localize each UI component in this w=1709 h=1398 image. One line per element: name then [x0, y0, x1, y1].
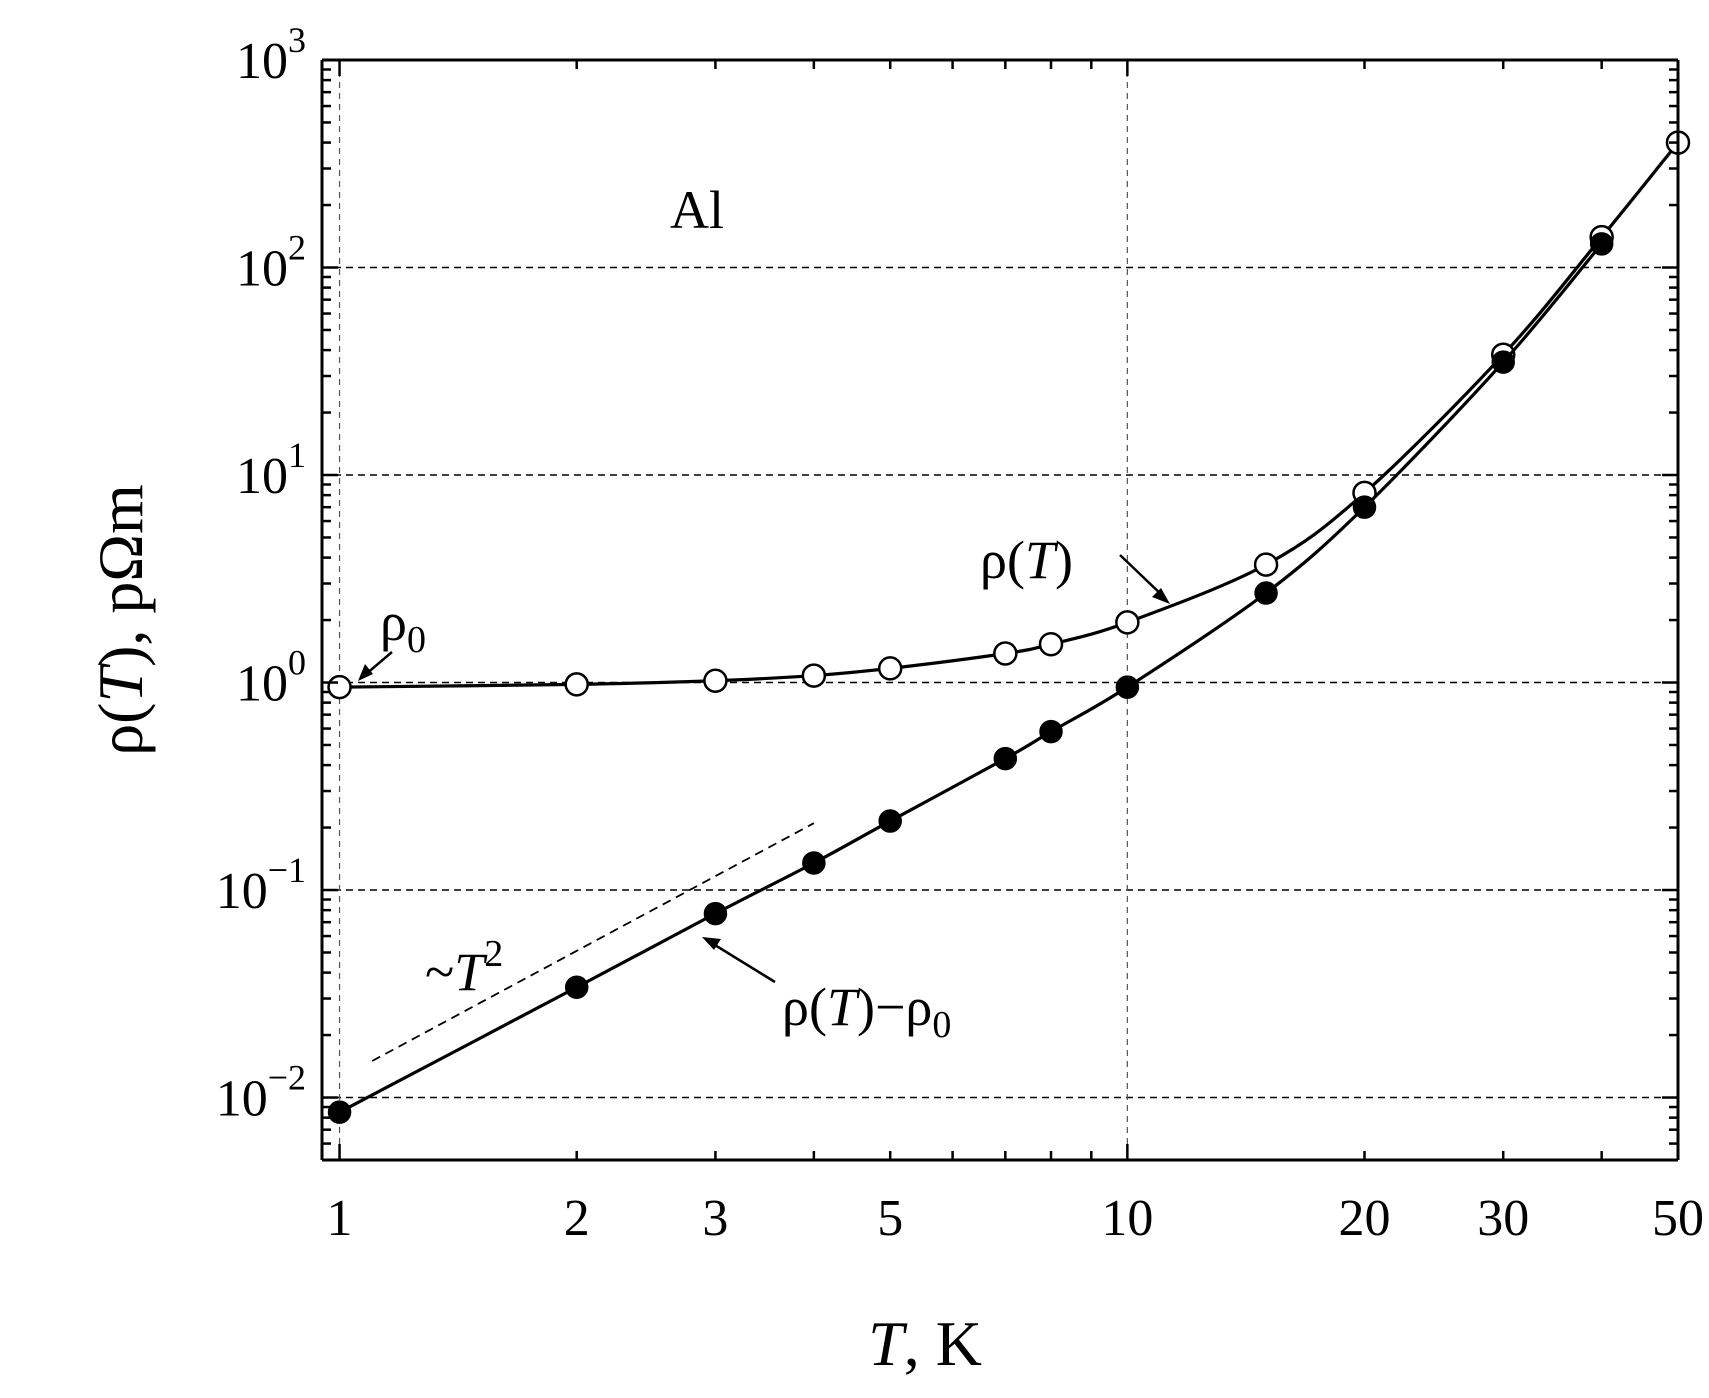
x-tick-label: 50: [1652, 1190, 1704, 1247]
y-tick-label-base: 10: [236, 241, 288, 298]
y-tick-label: 103: [236, 20, 306, 90]
y-tick-label: 10−1: [216, 850, 306, 920]
data-point-rho_minus_rho0: [1589, 232, 1614, 256]
y-tick-label: 10−2: [216, 1058, 306, 1128]
difference-label-arrowhead: [702, 937, 721, 950]
reference-line-layer: [371, 822, 815, 1062]
rho-curve-label-var: T: [1025, 530, 1059, 590]
data-point-rho: [564, 672, 589, 697]
data-point-rho: [327, 674, 352, 700]
y-tick-label-exponent: 2: [288, 228, 306, 268]
y-tick-label-base: 10: [216, 863, 268, 920]
y-tick-label-exponent: 0: [288, 643, 306, 683]
rho0-label-main: ρ: [380, 592, 407, 652]
x-axis-label: T, K: [868, 1308, 982, 1379]
series-layer: [327, 130, 1691, 1124]
data-point-rho_minus_rho0: [1254, 581, 1278, 605]
x-tick-label: 30: [1477, 1190, 1529, 1247]
y-tick-label: 101: [236, 435, 306, 505]
t-squared-label-sup: 2: [484, 933, 503, 975]
data-point-rho_minus_rho0: [1491, 350, 1515, 374]
data-point-rho_minus_rho0: [1352, 495, 1377, 519]
rho0-label-sub: 0: [407, 619, 426, 661]
reference-line-t-squared: [371, 822, 815, 1062]
data-point-rho: [993, 641, 1018, 666]
t-squared-label-var: T: [454, 942, 488, 1002]
rho0-label: ρ0: [380, 592, 426, 661]
x-tick-label: 10: [1101, 1190, 1153, 1247]
data-point-rho: [801, 663, 827, 688]
series-line-rho_minus_rho0: [338, 242, 1603, 1114]
difference-label-mid: )−ρ: [857, 977, 932, 1037]
x-tick-label: 2: [564, 1190, 590, 1247]
y-tick-label: 100: [236, 643, 306, 713]
rho-label-arrowhead: [1152, 588, 1170, 604]
rho0-label-arrowhead: [358, 664, 373, 681]
rho-curve-label-pre: ρ(: [980, 530, 1025, 590]
y-tick-label-base: 10: [236, 448, 288, 505]
x-axis-label-unit: , K: [904, 1308, 982, 1379]
x-tick-label: 5: [877, 1190, 903, 1247]
y-axis-label-var: T: [85, 663, 156, 703]
data-point-rho_minus_rho0: [1039, 719, 1063, 744]
rho-curve-label-post: ): [1055, 530, 1073, 590]
data-point-rho: [1038, 631, 1064, 657]
data-point-rho_minus_rho0: [703, 901, 728, 926]
data-point-rho_minus_rho0: [878, 809, 902, 833]
data-point-rho_minus_rho0: [993, 746, 1018, 771]
data-point-rho_minus_rho0: [1115, 675, 1140, 699]
y-tick-label-exponent: 3: [288, 20, 306, 60]
difference-label-pre: ρ(: [782, 977, 827, 1037]
axes-layer: [320, 58, 1680, 1162]
difference-label-var: T: [827, 977, 861, 1037]
x-tick-label: 1: [327, 1190, 353, 1247]
y-tick-label-exponent: 1: [288, 435, 306, 475]
series-line-rho: [339, 141, 1680, 689]
data-point-rho_minus_rho0: [802, 851, 826, 875]
x-tick-label: 20: [1339, 1190, 1391, 1247]
y-axis-label-post: ), pΩm: [85, 484, 156, 667]
difference-curve-label: ρ(T)−ρ0: [782, 977, 951, 1046]
t-squared-label-pre: ~: [425, 942, 454, 1002]
data-point-rho: [1253, 552, 1279, 577]
data-point-rho: [1115, 610, 1140, 635]
y-axis-label: ρ(T), pΩm: [85, 484, 156, 756]
y-tick-label-base: 10: [236, 33, 288, 90]
x-tick-label: 3: [702, 1190, 728, 1247]
rho-label-leader: [1119, 554, 1166, 599]
y-tick-label: 102: [236, 228, 306, 298]
y-axis-label-pre: ρ(: [85, 703, 156, 756]
y-tick-label-base: 10: [236, 656, 288, 713]
material-label: Al: [670, 180, 724, 240]
data-point-rho_minus_rho0: [327, 1100, 352, 1124]
y-tick-label-exponent: −2: [268, 1058, 306, 1098]
y-tick-label-exponent: −1: [268, 850, 306, 890]
t-squared-label: ~T2: [425, 933, 503, 1002]
difference-label-sub: 0: [932, 1004, 951, 1046]
data-point-rho: [703, 668, 728, 693]
grid-layer: [322, 60, 1678, 1160]
x-axis-label-var: T: [868, 1308, 908, 1379]
data-point-rho_minus_rho0: [564, 975, 589, 999]
rho-curve-label: ρ(T): [980, 530, 1073, 590]
data-point-rho: [877, 656, 903, 681]
difference-label-leader: [709, 940, 776, 984]
y-tick-label-base: 10: [216, 1071, 268, 1128]
